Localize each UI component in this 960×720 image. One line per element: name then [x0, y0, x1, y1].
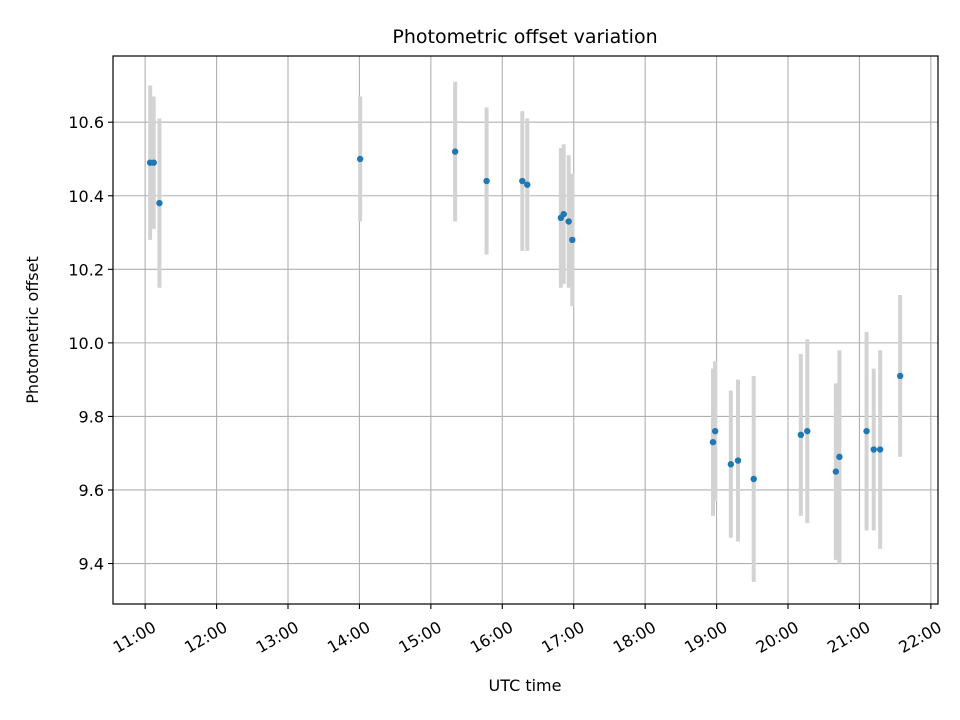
data-point	[519, 177, 526, 185]
y-tick-label: 9.4	[79, 555, 104, 574]
data-point	[569, 236, 576, 244]
data-point	[483, 177, 490, 185]
chart-title: Photometric offset variation	[392, 26, 657, 48]
data-point	[560, 210, 567, 218]
y-axis-title: Photometric offset	[23, 256, 42, 404]
data-point	[524, 181, 531, 188]
data-point	[804, 427, 811, 435]
data-point	[727, 461, 735, 468]
y-tick-label: 10.2	[68, 260, 104, 279]
y-axis-ticks: 9.4 9.6 9.8 10.0 10.2 10.4 10.6	[68, 113, 113, 574]
x-axis-title: UTC time	[489, 676, 562, 695]
data-point	[870, 446, 877, 453]
data-point	[750, 475, 757, 483]
y-tick-label: 10.0	[68, 334, 104, 353]
data-point	[356, 155, 364, 163]
plot-frame	[112, 55, 939, 605]
data-point	[896, 372, 904, 380]
data-points	[146, 148, 904, 483]
y-tick-label: 10.6	[68, 113, 104, 132]
data-point	[836, 453, 843, 461]
data-point	[709, 438, 717, 446]
y-tick-label: 9.8	[79, 407, 104, 426]
data-point	[734, 457, 742, 464]
data-point	[832, 468, 840, 475]
y-tick-label: 10.4	[68, 187, 104, 206]
data-point	[797, 431, 805, 439]
data-point	[863, 427, 870, 435]
data-point	[565, 218, 572, 225]
data-point	[150, 159, 157, 166]
data-point	[876, 446, 884, 453]
data-point	[451, 148, 459, 155]
data-point	[711, 427, 719, 435]
data-point	[156, 199, 163, 207]
y-tick-label: 9.6	[79, 481, 104, 500]
